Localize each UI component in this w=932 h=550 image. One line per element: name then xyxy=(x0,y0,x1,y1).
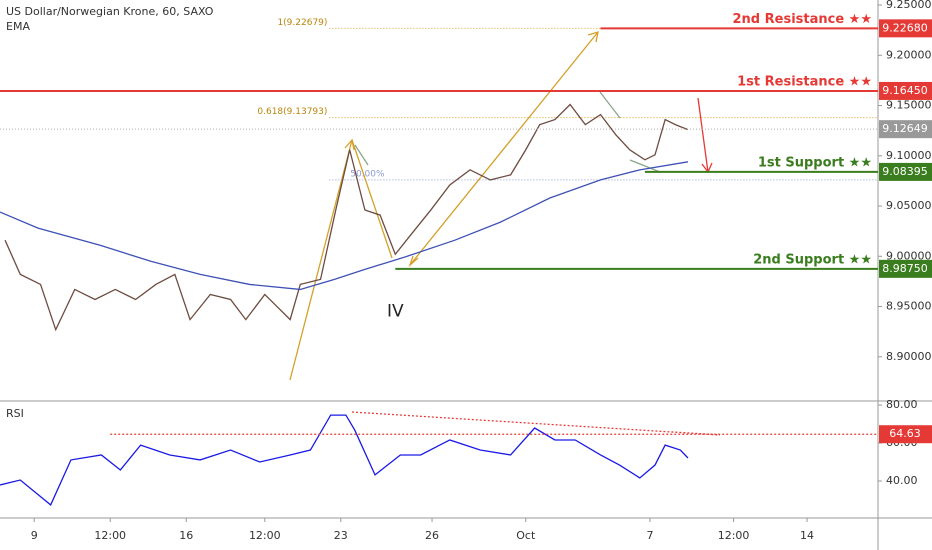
fib-label: 1(9.22679) xyxy=(277,18,327,28)
level-value: 9.22680 xyxy=(882,21,928,34)
y-tick-label: 9.25000 xyxy=(886,0,932,11)
y-tick-label: 9.00000 xyxy=(886,249,932,262)
level-value: 8.98750 xyxy=(882,262,928,275)
level-name: 2nd Support ★★ xyxy=(753,252,872,267)
level-value-box xyxy=(879,162,932,181)
x-tick-label: 26 xyxy=(425,529,439,542)
x-tick-label: 16 xyxy=(179,529,193,542)
fib-label: 0.618(9.13793) xyxy=(257,107,327,117)
level-name: 1st Resistance ★★ xyxy=(737,74,872,89)
x-tick-label: 23 xyxy=(334,529,348,542)
annotation-arrows xyxy=(289,31,721,436)
x-tick-label: Oct xyxy=(516,529,536,542)
wave-label: IV xyxy=(387,302,404,322)
y-tick-label: 9.20000 xyxy=(886,48,932,61)
y-tick-label: 9.10000 xyxy=(886,149,932,162)
x-tick-label: 12:00 xyxy=(94,529,126,542)
level-name: 1st Support ★★ xyxy=(758,155,872,170)
level-value-box xyxy=(879,259,932,278)
y-tick-label: 40.00 xyxy=(886,474,918,487)
series-line xyxy=(4,103,689,332)
series-line xyxy=(0,161,689,291)
level-value: 9.16450 xyxy=(882,84,928,97)
series-line xyxy=(0,414,689,506)
last-price-label: 9.12649 xyxy=(882,122,928,135)
x-tick-label: 12:00 xyxy=(249,529,281,542)
fib-label: 50.00% xyxy=(350,169,385,179)
x-tick-label: 14 xyxy=(800,529,814,542)
indicator-label: EMA xyxy=(6,20,30,33)
level-value-box xyxy=(879,19,932,38)
x-tick-label: 12:00 xyxy=(718,529,750,542)
y-tick-label: 9.15000 xyxy=(886,99,932,112)
level-value-box xyxy=(879,81,932,100)
y-tick-label: 8.90000 xyxy=(886,350,932,363)
x-tick-label: 9 xyxy=(31,529,38,542)
y-tick-label: 9.05000 xyxy=(886,199,932,212)
level-value: 9.08395 xyxy=(882,165,928,178)
last-price-box xyxy=(879,120,932,139)
chart-title: US Dollar/Norwegian Krone, 60, SAXO xyxy=(6,5,214,18)
level-value: 64.63 xyxy=(889,427,921,440)
y-tick-label: 80.00 xyxy=(886,398,918,411)
rsi-title: RSI xyxy=(6,407,24,420)
y-tick-label: 8.95000 xyxy=(886,300,932,313)
level-value-box xyxy=(879,425,932,444)
level-name: 2nd Resistance ★★ xyxy=(733,12,873,27)
x-tick-label: 7 xyxy=(646,529,653,542)
